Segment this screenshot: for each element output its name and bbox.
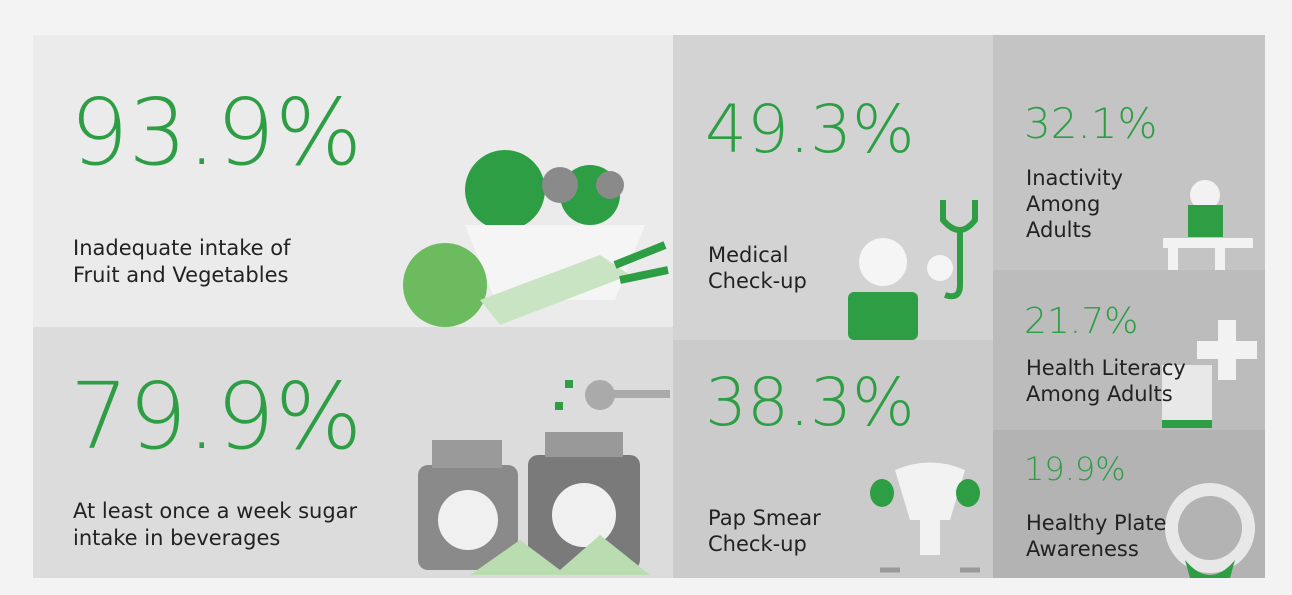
label-line: Adults <box>1026 218 1092 242</box>
label-line: Awareness <box>1026 537 1139 561</box>
label-line: Healthy Plate <box>1026 511 1167 535</box>
label-line: Health Literacy <box>1026 356 1186 380</box>
label-line: Medical <box>708 243 788 267</box>
stat-value: 32.1% <box>1024 99 1157 148</box>
stat-value: 93.9% <box>70 79 362 186</box>
stat-value: 38.3% <box>705 364 915 441</box>
label-line: intake in beverages <box>73 526 280 550</box>
label-line: Pap Smear <box>708 506 821 530</box>
label-line: Inadequate intake of <box>73 236 291 260</box>
tile <box>673 35 993 340</box>
label-line: Among Adults <box>1026 382 1173 406</box>
infographic: 93.9% Inadequate intake of Fruit and Vege… <box>0 0 1292 595</box>
label-line: Inactivity <box>1026 166 1123 190</box>
label-line: Fruit and Vegetables <box>73 263 288 287</box>
label-line: At least once a week sugar <box>73 499 358 523</box>
stat-value: 49.3% <box>705 91 915 168</box>
stat-value: 79.9% <box>70 363 362 470</box>
stat-value: 19.9% <box>1024 450 1126 488</box>
label-line: Check-up <box>708 269 807 293</box>
label-line: Among <box>1026 192 1100 216</box>
stat-value: 21.7% <box>1024 301 1138 342</box>
label-line: Check-up <box>708 532 807 556</box>
